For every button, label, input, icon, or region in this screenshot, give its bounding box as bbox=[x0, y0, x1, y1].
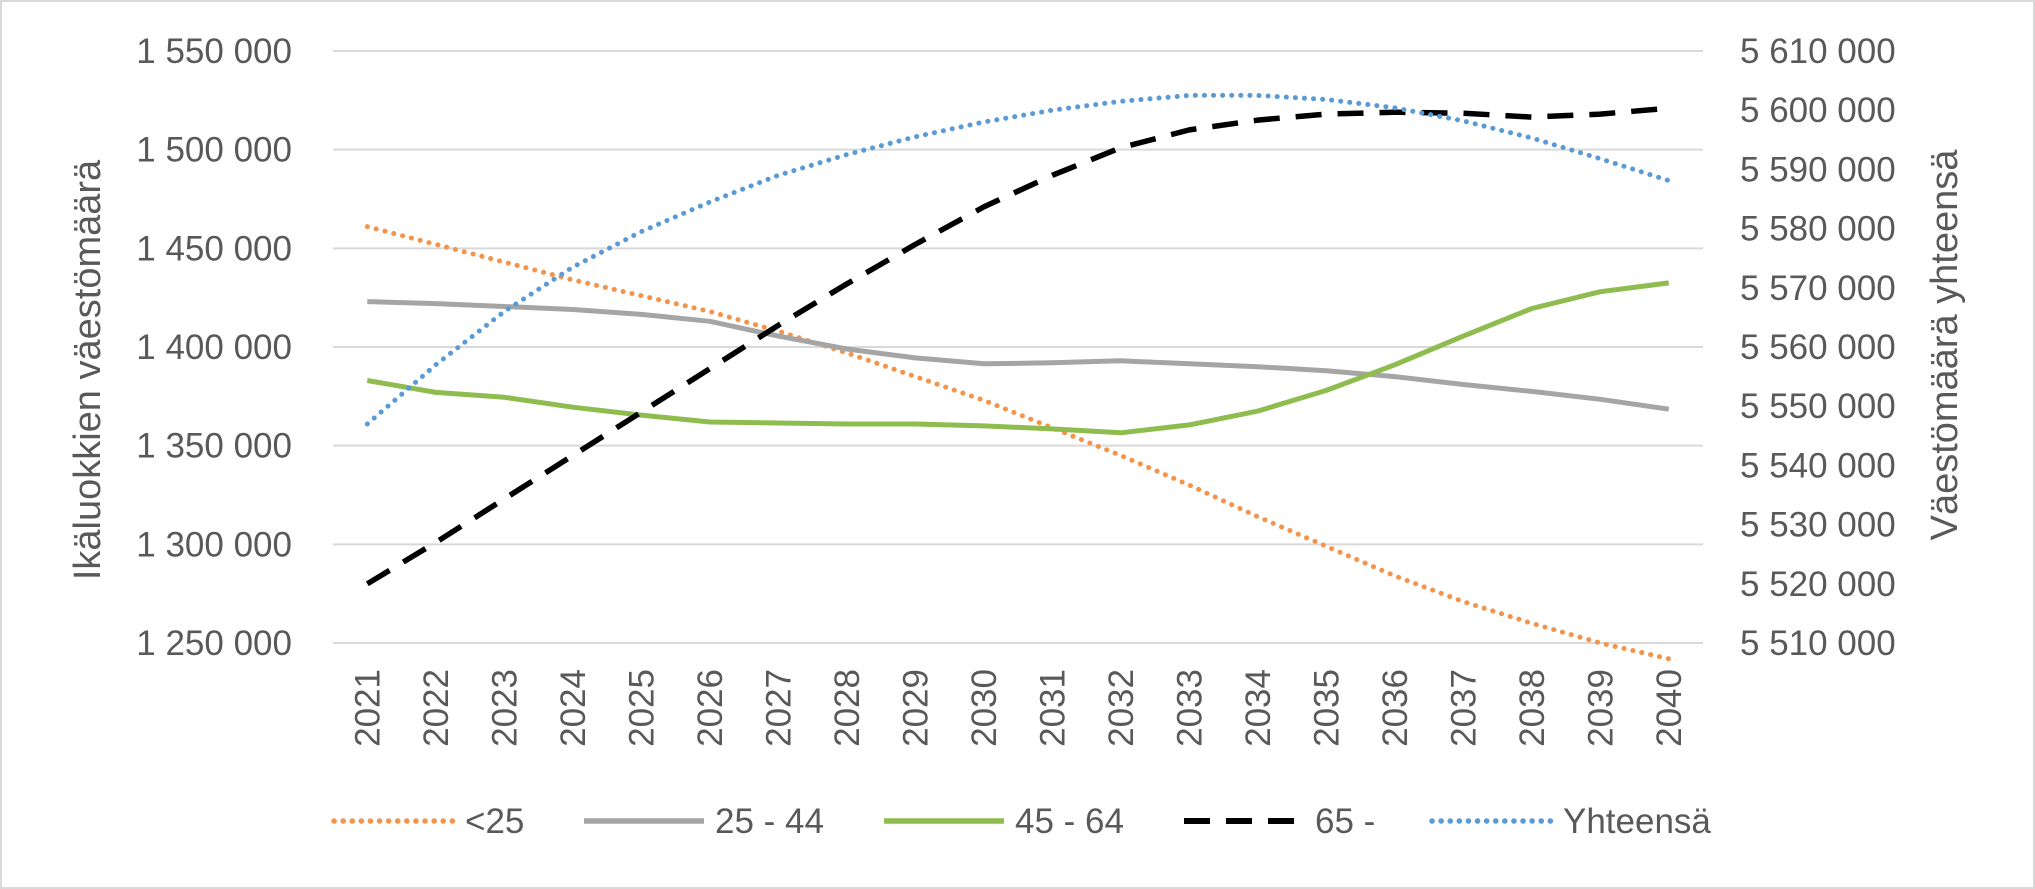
series-line-0 bbox=[364, 224, 1672, 662]
x-axis-tick-label: 2033 bbox=[1170, 669, 1209, 747]
left-axis-tick-label: 1 300 000 bbox=[136, 525, 292, 564]
right-axis-ticks: 5 510 000 5 520 000 5 530 000 5 540 000 5 55… bbox=[1740, 32, 1896, 663]
x-axis-tick-label: 2034 bbox=[1239, 669, 1278, 747]
left-axis-tick-label: 1 450 000 bbox=[136, 229, 292, 268]
x-axis-tick-label: 2021 bbox=[348, 669, 387, 747]
x-axis-tick-label: 2035 bbox=[1307, 669, 1346, 747]
series-line-1 bbox=[367, 299, 1670, 412]
legend-label: 25 - 44 bbox=[715, 802, 824, 841]
x-axis-tick-label: 2040 bbox=[1650, 669, 1689, 747]
left-axis-tick-label: 1 250 000 bbox=[136, 624, 292, 663]
right-axis-tick-label: 5 590 000 bbox=[1740, 150, 1896, 189]
x-axis-tick-label: 2037 bbox=[1444, 669, 1483, 747]
x-axis-tick-label: 2029 bbox=[896, 669, 935, 747]
left-axis-tick-label: 1 500 000 bbox=[136, 131, 292, 170]
x-axis-tick-label: 2025 bbox=[622, 669, 661, 747]
legend: <25 25 - 44 45 - 64 65 - Yhteensä bbox=[331, 802, 1711, 841]
legend-label: <25 bbox=[465, 802, 524, 841]
right-axis-tick-label: 5 550 000 bbox=[1740, 387, 1896, 426]
x-axis-ticks: 2021 2022 2023 2024 2025 2026 2027 2028 2029 2030… bbox=[348, 669, 1689, 747]
right-axis-tick-label: 5 530 000 bbox=[1740, 506, 1896, 545]
left-axis-title: Ikäluokkien väestömäärä bbox=[67, 159, 109, 580]
x-axis-tick-label: 2027 bbox=[759, 669, 798, 747]
x-axis-tick-label: 2022 bbox=[417, 669, 456, 747]
right-axis-tick-label: 5 520 000 bbox=[1740, 565, 1896, 604]
legend-label: Yhteensä bbox=[1563, 802, 1711, 841]
gridlines bbox=[333, 50, 1703, 644]
right-axis-tick-label: 5 560 000 bbox=[1740, 328, 1896, 367]
x-axis-tick-label: 2032 bbox=[1102, 669, 1141, 747]
x-axis-tick-label: 2039 bbox=[1581, 669, 1620, 747]
right-axis-tick-label: 5 510 000 bbox=[1740, 624, 1896, 663]
left-axis-tick-label: 1 400 000 bbox=[136, 328, 292, 367]
right-axis-tick-label: 5 610 000 bbox=[1740, 32, 1896, 71]
x-axis-tick-label: 2028 bbox=[828, 669, 867, 747]
x-axis-tick-label: 2038 bbox=[1513, 669, 1552, 747]
right-axis-tick-label: 5 540 000 bbox=[1740, 446, 1896, 485]
right-axis-tick-label: 5 570 000 bbox=[1740, 269, 1896, 308]
right-axis-tick-label: 5 580 000 bbox=[1740, 210, 1896, 249]
right-axis-title: Väestömäärä yhteensä bbox=[1924, 149, 1966, 541]
right-axis-tick-label: 5 600 000 bbox=[1740, 91, 1896, 130]
left-axis-ticks: 1 250 000 1 300 000 1 350 000 1 400 000 1 45… bbox=[136, 32, 292, 663]
x-axis-tick-label: 2023 bbox=[485, 669, 524, 747]
series-line-2 bbox=[366, 280, 1670, 436]
legend-label: 45 - 64 bbox=[1015, 802, 1124, 841]
series-line-4 bbox=[364, 92, 1672, 427]
x-axis-tick-label: 2031 bbox=[1033, 669, 1072, 747]
left-axis-tick-label: 1 550 000 bbox=[136, 32, 292, 71]
x-axis-tick-label: 2026 bbox=[691, 669, 730, 747]
series-line-3 bbox=[365, 105, 1670, 587]
x-axis-tick-label: 2024 bbox=[554, 669, 593, 747]
x-axis-tick-label: 2030 bbox=[965, 669, 1004, 747]
series-lines bbox=[364, 92, 1672, 662]
x-axis-tick-label: 2036 bbox=[1376, 669, 1415, 747]
left-axis-tick-label: 1 350 000 bbox=[136, 427, 292, 466]
legend-label: 65 - bbox=[1315, 802, 1375, 841]
